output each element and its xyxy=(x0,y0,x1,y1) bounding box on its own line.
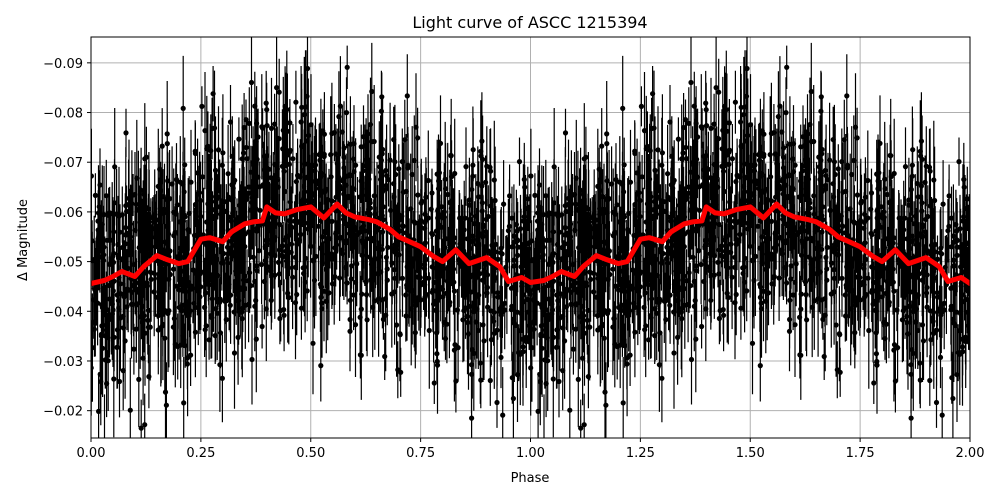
x-tick-label: 1.50 xyxy=(736,446,765,461)
y-tick-label: −0.02 xyxy=(43,405,83,420)
y-tick-label: −0.03 xyxy=(43,355,83,370)
x-tick-label: 1.75 xyxy=(846,446,875,461)
y-tick-label: −0.08 xyxy=(43,107,83,122)
y-axis-label: Δ Magnitude xyxy=(16,199,31,281)
chart-title: Light curve of ASCC 1215394 xyxy=(412,13,647,32)
y-tick-label: −0.09 xyxy=(43,57,83,72)
x-axis-ticks: 0.00 0.25 0.50 0.75 1.00 1.25 1.50 1.75 2.00 xyxy=(77,438,985,461)
binned-curve xyxy=(91,201,970,286)
x-tick-label: 0.75 xyxy=(406,446,435,461)
x-tick-label: 1.00 xyxy=(516,446,545,461)
y-tick-label: −0.05 xyxy=(43,256,83,271)
y-axis-ticks: −0.09 −0.08 −0.07 −0.06 −0.05 −0.04 −0.03 −0.02 xyxy=(43,57,91,420)
x-tick-label: 0.50 xyxy=(296,446,325,461)
y-tick-label: −0.07 xyxy=(43,156,83,171)
x-tick-label: 0.00 xyxy=(77,446,106,461)
y-tick-label: −0.06 xyxy=(43,206,83,221)
x-tick-label: 1.25 xyxy=(626,446,655,461)
x-tick-label: 2.00 xyxy=(956,446,985,461)
x-axis-label: Phase xyxy=(511,471,550,486)
y-tick-label: −0.04 xyxy=(43,305,83,320)
x-tick-label: 0.25 xyxy=(186,446,215,461)
